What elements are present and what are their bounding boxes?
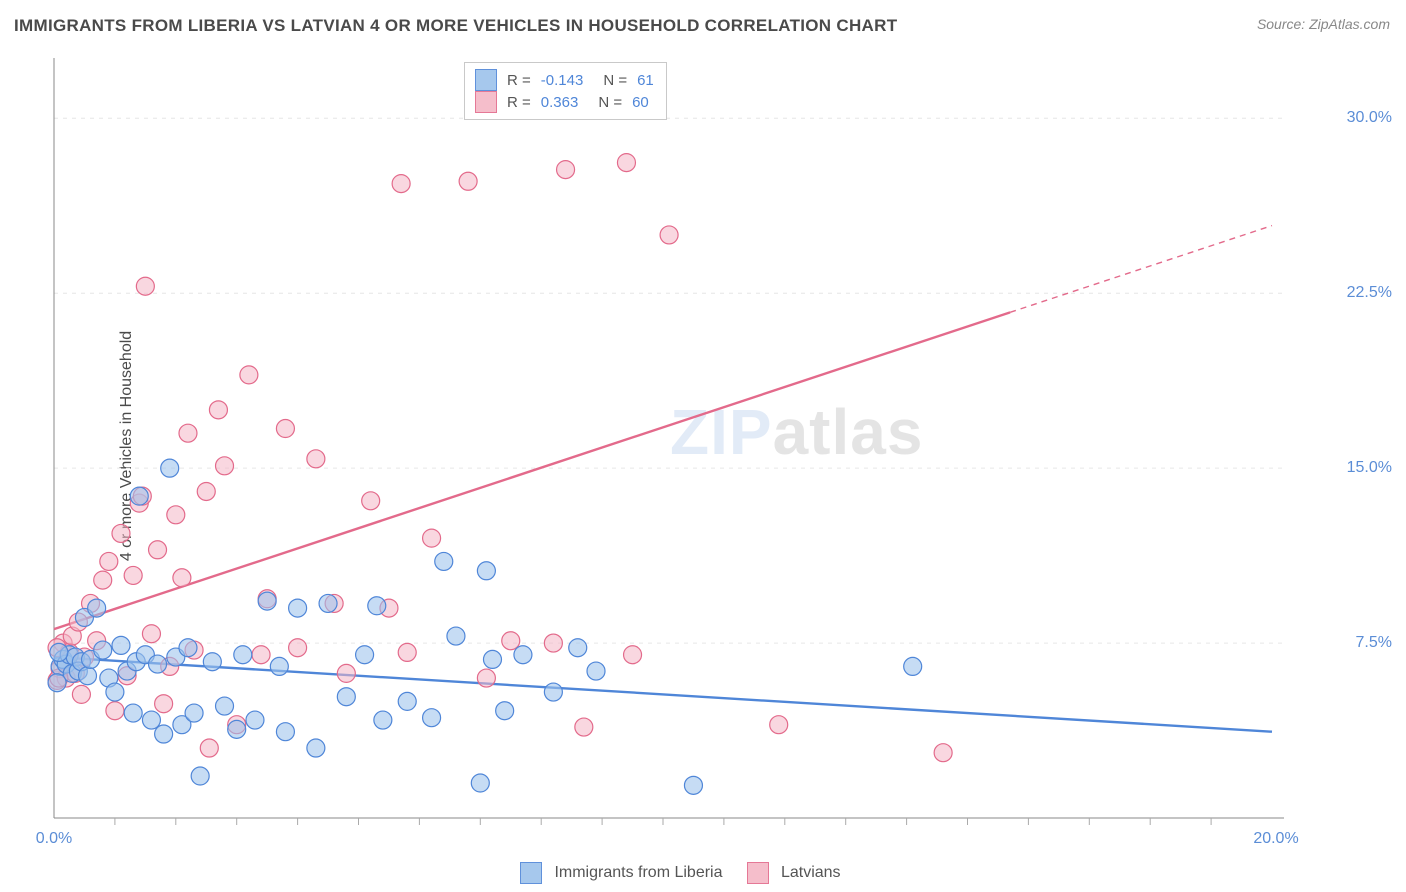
legend-label-latvians: Latvians: [781, 864, 841, 881]
n-label: N =: [598, 94, 622, 111]
swatch-latvians-icon: [747, 862, 769, 884]
swatch-liberia-icon: [475, 69, 497, 91]
legend-row-latvians: R = 0.363 N = 60: [475, 91, 654, 113]
scatter-plot: [52, 56, 1344, 848]
r-value-liberia: -0.143: [541, 72, 584, 89]
r-label: R =: [507, 94, 531, 111]
x-axis-max-label: 20.0%: [1253, 830, 1298, 848]
chart-title: IMMIGRANTS FROM LIBERIA VS LATVIAN 4 OR …: [14, 16, 897, 36]
n-value-latvians: 60: [632, 94, 649, 111]
correlation-legend: R = -0.143 N = 61 R = 0.363 N = 60: [464, 62, 667, 120]
r-label: R =: [507, 72, 531, 89]
swatch-latvians-icon: [475, 91, 497, 113]
series-legend: Immigrants from Liberia Latvians: [520, 862, 841, 884]
y-tick-label: 22.5%: [1347, 284, 1392, 302]
legend-item-latvians: Latvians: [747, 862, 841, 884]
legend-row-liberia: R = -0.143 N = 61: [475, 69, 654, 91]
x-axis-origin-label: 0.0%: [36, 830, 72, 848]
swatch-liberia-icon: [520, 862, 542, 884]
y-tick-label: 15.0%: [1347, 459, 1392, 477]
legend-item-liberia: Immigrants from Liberia: [520, 862, 723, 884]
source-attribution: Source: ZipAtlas.com: [1257, 16, 1390, 32]
n-label: N =: [603, 72, 627, 89]
n-value-liberia: 61: [637, 72, 654, 89]
y-tick-label: 7.5%: [1356, 634, 1392, 652]
r-value-latvians: 0.363: [541, 94, 579, 111]
legend-label-liberia: Immigrants from Liberia: [554, 864, 722, 881]
y-tick-label: 30.0%: [1347, 109, 1392, 127]
